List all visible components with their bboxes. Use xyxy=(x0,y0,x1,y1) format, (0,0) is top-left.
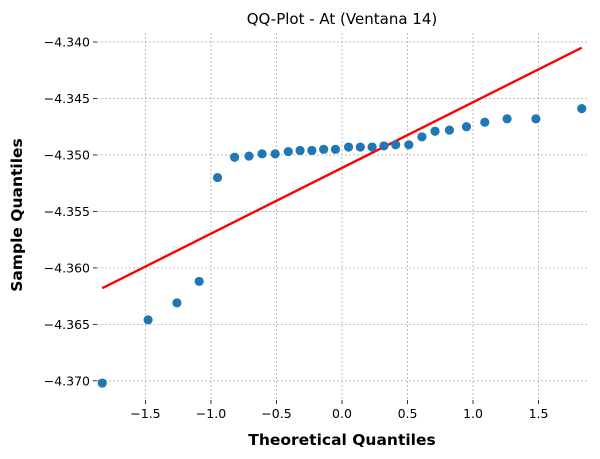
grid xyxy=(97,33,587,400)
data-point xyxy=(143,315,153,325)
y-axis-label: Sample Quantiles xyxy=(8,138,26,292)
x-tick-label: 1.0 xyxy=(463,406,483,421)
data-point xyxy=(97,378,107,388)
data-point xyxy=(295,145,305,156)
reference-line-layer xyxy=(101,46,583,290)
data-point xyxy=(444,125,455,135)
x-tick-label: 1.5 xyxy=(529,406,549,421)
data-point xyxy=(194,276,204,287)
x-axis-label: Theoretical Quantiles xyxy=(248,431,435,449)
y-tick-label: −4.345 xyxy=(44,91,90,106)
data-point xyxy=(212,172,223,183)
data-point xyxy=(343,142,354,152)
x-tick-label: −1.5 xyxy=(130,406,160,421)
y-tick-label: −4.355 xyxy=(44,204,90,219)
points-layer xyxy=(97,104,587,388)
y-tick-label: −4.365 xyxy=(44,317,90,332)
x-tick-label: 0.0 xyxy=(332,406,352,421)
data-point xyxy=(577,104,587,114)
y-tick-label: −4.340 xyxy=(44,35,90,50)
data-point xyxy=(391,140,401,150)
data-point xyxy=(531,114,541,124)
data-point xyxy=(417,132,427,142)
data-point xyxy=(330,144,341,154)
y-tick-label: −4.350 xyxy=(44,147,90,162)
data-point xyxy=(283,146,293,157)
x-tick-label: −0.5 xyxy=(261,406,291,421)
x-axis: −1.5 −1.0 −0.5 0.0 0.5 1.0 1.5 xyxy=(130,400,548,421)
data-point xyxy=(307,145,317,156)
data-point xyxy=(270,149,280,159)
data-point xyxy=(461,122,472,132)
y-axis: −4.370 −4.365 −4.360 −4.355 −4.350 −4.345 −4.3… xyxy=(44,35,97,388)
y-tick-label: −4.360 xyxy=(44,260,90,275)
x-tick-label: 0.5 xyxy=(398,406,418,421)
x-tick-label: −1.0 xyxy=(196,406,226,421)
reference-line xyxy=(101,46,583,290)
data-point xyxy=(379,141,389,151)
data-point xyxy=(319,144,329,154)
data-point xyxy=(229,152,240,162)
data-point xyxy=(172,298,182,308)
data-point xyxy=(404,140,414,150)
chart-title: QQ-Plot - At (Ventana 14) xyxy=(247,10,437,28)
data-point xyxy=(480,117,490,127)
data-point xyxy=(502,114,512,124)
data-point xyxy=(367,142,377,152)
y-tick-label: −4.370 xyxy=(44,373,90,388)
data-point xyxy=(244,151,254,161)
data-point xyxy=(355,142,365,152)
data-point xyxy=(430,126,440,136)
data-point xyxy=(257,149,267,159)
